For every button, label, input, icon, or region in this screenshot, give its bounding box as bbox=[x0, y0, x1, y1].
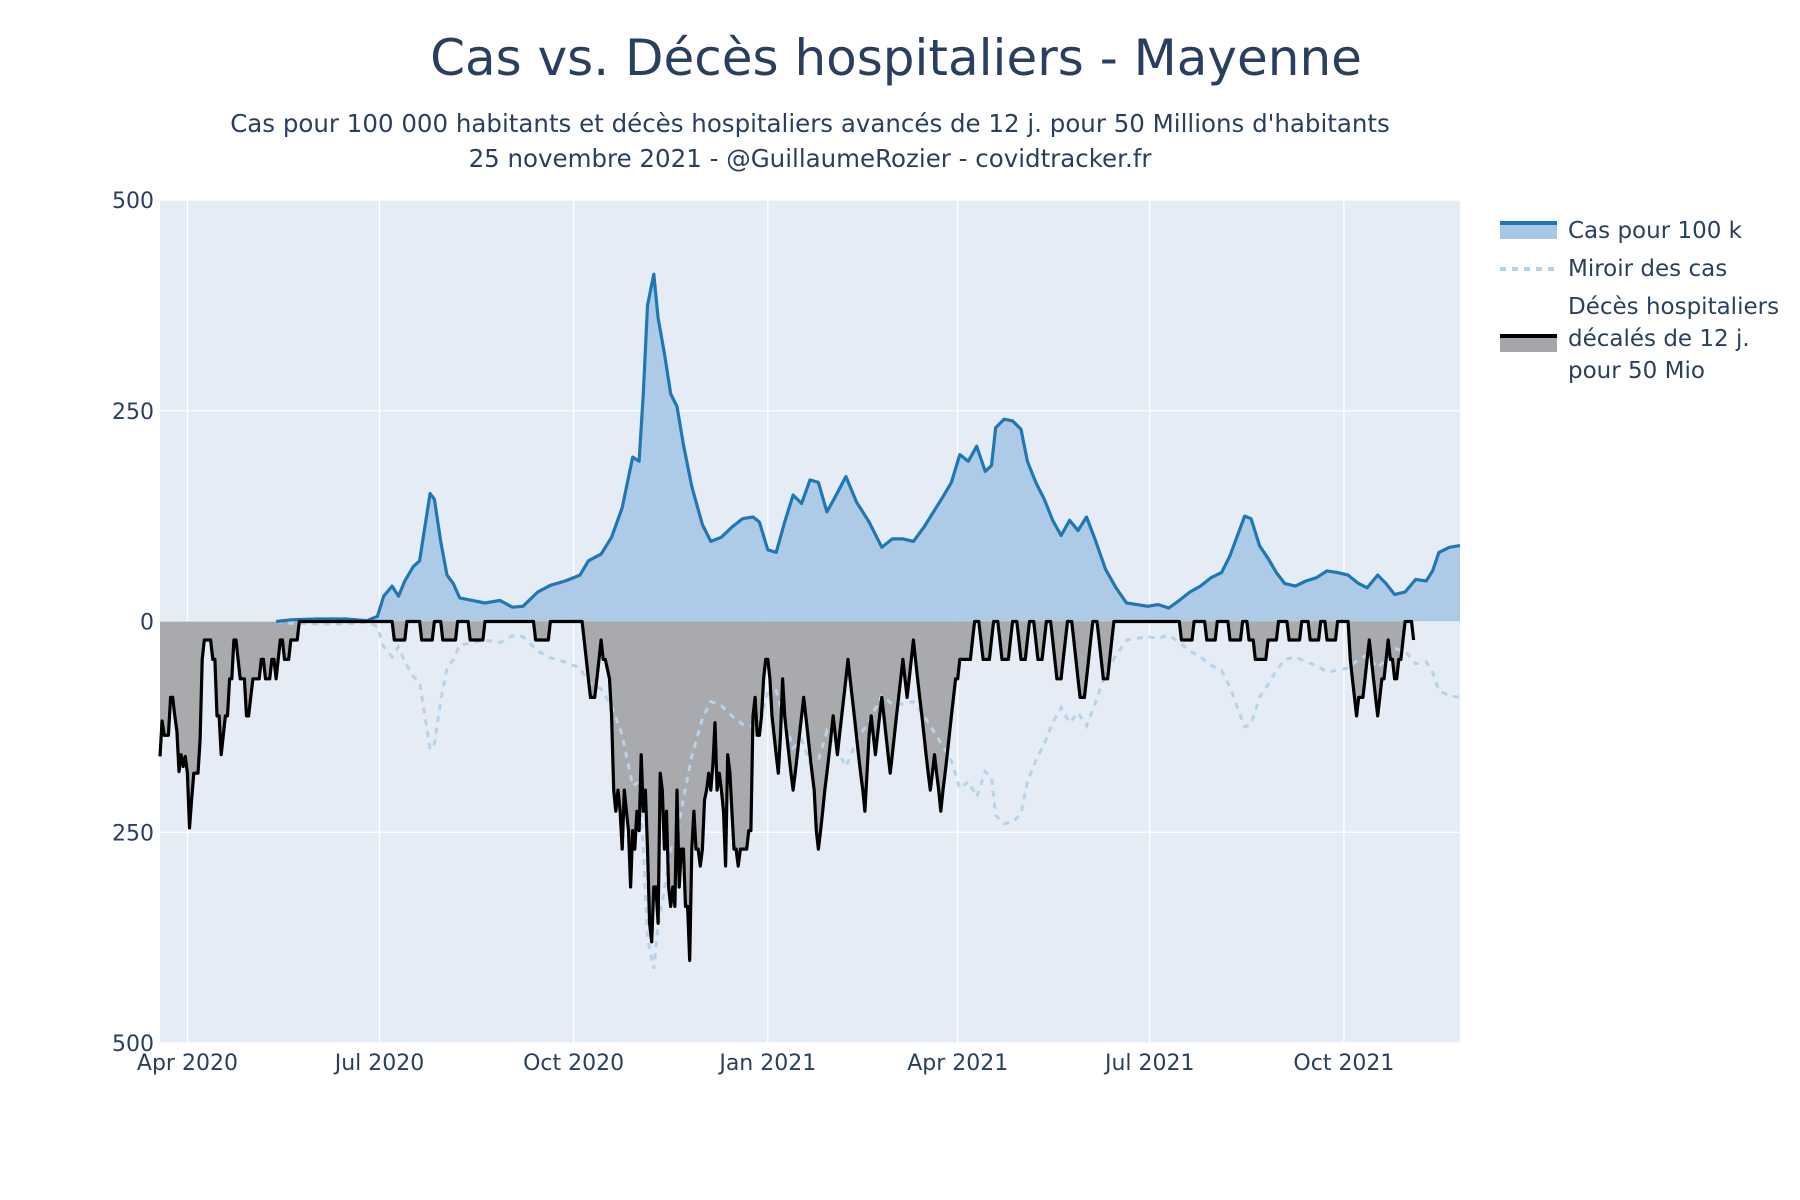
chart-subtitle-line1: Cas pour 100 000 habitants et décès hosp… bbox=[230, 109, 1390, 138]
chart-title: Cas vs. Décès hospitaliers - Mayenne bbox=[430, 29, 1362, 87]
x-tick-label: Apr 2020 bbox=[137, 1051, 238, 1076]
y-tick-label: 500 bbox=[112, 1032, 154, 1057]
series-layer bbox=[158, 272, 1461, 970]
chart-subtitle-line2: 25 novembre 2021 - @GuillaumeRozier - co… bbox=[469, 144, 1153, 173]
y-tick-label: 250 bbox=[112, 400, 154, 425]
legend-swatch-deaths-fill bbox=[1500, 334, 1557, 352]
y-tick-label: 500 bbox=[112, 189, 154, 214]
legend: Cas pour 100 k Miroir des cas Décès hosp… bbox=[1500, 218, 1779, 384]
cases-line bbox=[275, 272, 1461, 624]
deaths-line bbox=[158, 619, 1416, 962]
legend-label-mirror: Miroir des cas bbox=[1568, 256, 1727, 282]
x-tick-label: Jul 2021 bbox=[1103, 1051, 1195, 1076]
y-tick-label: 250 bbox=[112, 821, 154, 846]
x-tick-label: Apr 2021 bbox=[907, 1051, 1008, 1076]
x-tick-label: Oct 2021 bbox=[1293, 1051, 1394, 1076]
cases-area bbox=[276, 274, 1461, 622]
legend-label-cases: Cas pour 100 k bbox=[1568, 218, 1743, 244]
y-tick-label: 0 bbox=[140, 611, 154, 636]
legend-label-deaths-line2: décalés de 12 j. bbox=[1568, 326, 1750, 352]
legend-label-deaths-line1: Décès hospitaliers bbox=[1568, 294, 1779, 320]
x-tick-label: Oct 2020 bbox=[523, 1051, 624, 1076]
legend-label-deaths-line3: pour 50 Mio bbox=[1568, 358, 1705, 384]
x-tick-label: Jan 2021 bbox=[717, 1051, 816, 1076]
x-tick-label: Jul 2020 bbox=[333, 1051, 425, 1076]
mirror-cases-line bbox=[275, 620, 1461, 970]
legend-swatch-cases-fill bbox=[1500, 221, 1557, 239]
